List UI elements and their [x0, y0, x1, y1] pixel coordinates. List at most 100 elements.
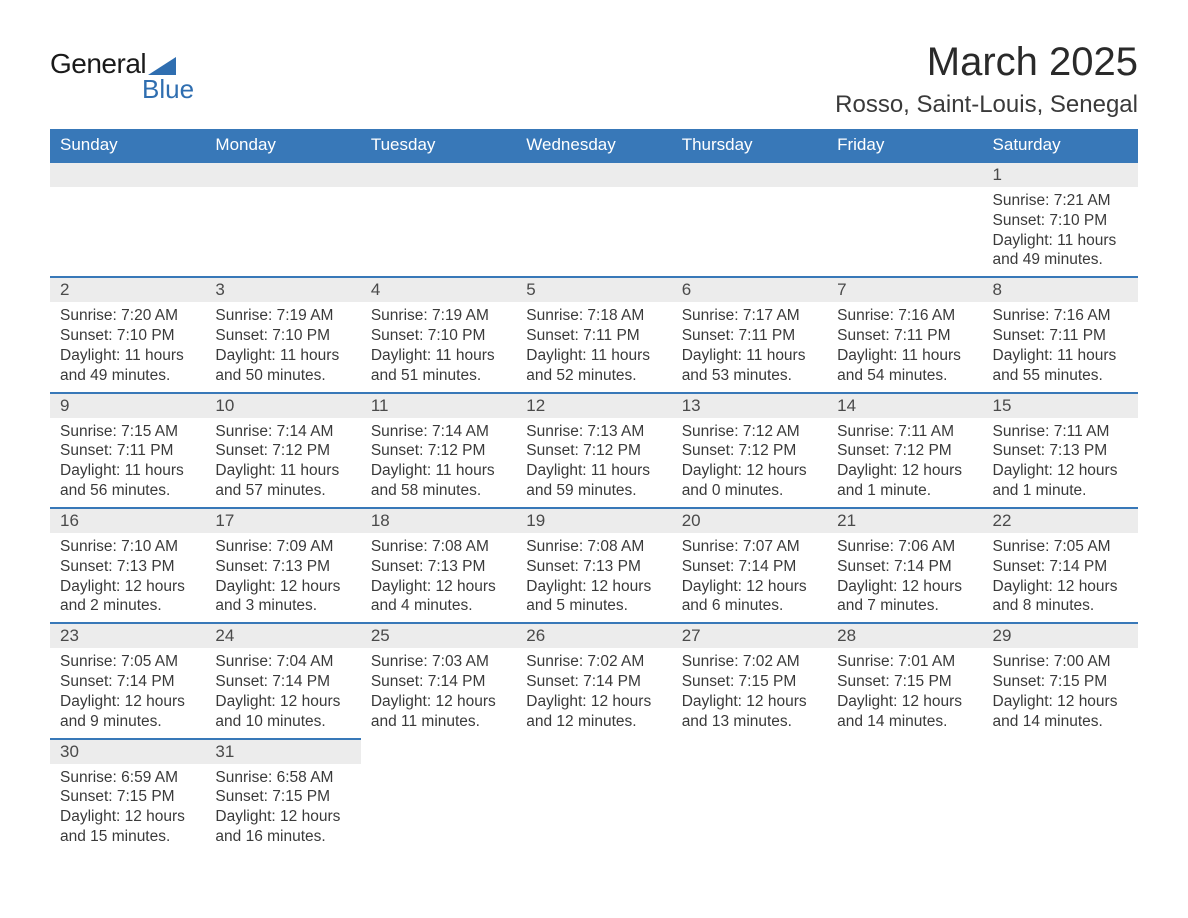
sunrise-line: Sunrise: 7:18 AM — [526, 306, 661, 326]
daylight-line: Daylight: 12 hours and 9 minutes. — [60, 692, 195, 732]
calendar-head-row: SundayMondayTuesdayWednesdayThursdayFrid… — [50, 129, 1138, 162]
day-number: 19 — [516, 509, 671, 533]
day-body — [827, 763, 982, 793]
daylight-line: Daylight: 12 hours and 6 minutes. — [682, 577, 817, 617]
calendar-cell: 23Sunrise: 7:05 AMSunset: 7:14 PMDayligh… — [50, 623, 205, 738]
daylight-line: Daylight: 12 hours and 1 minute. — [837, 461, 972, 501]
sunset-line: Sunset: 7:13 PM — [526, 557, 661, 577]
daylight-line: Daylight: 12 hours and 16 minutes. — [215, 807, 350, 847]
day-body — [361, 763, 516, 793]
sunrise-line: Sunrise: 7:05 AM — [993, 537, 1128, 557]
sunrise-line: Sunrise: 7:13 AM — [526, 422, 661, 442]
sunset-line: Sunset: 7:11 PM — [837, 326, 972, 346]
daylight-line: Daylight: 12 hours and 11 minutes. — [371, 692, 506, 732]
calendar-cell: 6Sunrise: 7:17 AMSunset: 7:11 PMDaylight… — [672, 277, 827, 392]
day-body: Sunrise: 7:14 AMSunset: 7:12 PMDaylight:… — [205, 418, 360, 507]
calendar-week: 9Sunrise: 7:15 AMSunset: 7:11 PMDaylight… — [50, 393, 1138, 508]
col-header: Saturday — [983, 129, 1138, 162]
calendar-cell: 3Sunrise: 7:19 AMSunset: 7:10 PMDaylight… — [205, 277, 360, 392]
daylight-line: Daylight: 12 hours and 2 minutes. — [60, 577, 195, 617]
calendar-cell: 25Sunrise: 7:03 AMSunset: 7:14 PMDayligh… — [361, 623, 516, 738]
day-body: Sunrise: 7:02 AMSunset: 7:14 PMDaylight:… — [516, 648, 671, 737]
day-body: Sunrise: 7:10 AMSunset: 7:13 PMDaylight:… — [50, 533, 205, 622]
calendar-cell — [50, 162, 205, 277]
day-body: Sunrise: 7:00 AMSunset: 7:15 PMDaylight:… — [983, 648, 1138, 737]
sunrise-line: Sunrise: 7:07 AM — [682, 537, 817, 557]
day-body: Sunrise: 7:02 AMSunset: 7:15 PMDaylight:… — [672, 648, 827, 737]
day-body: Sunrise: 7:11 AMSunset: 7:12 PMDaylight:… — [827, 418, 982, 507]
day-body: Sunrise: 7:05 AMSunset: 7:14 PMDaylight:… — [50, 648, 205, 737]
calendar-head: SundayMondayTuesdayWednesdayThursdayFrid… — [50, 129, 1138, 162]
day-body: Sunrise: 7:19 AMSunset: 7:10 PMDaylight:… — [361, 302, 516, 391]
sunset-line: Sunset: 7:10 PM — [993, 211, 1128, 231]
brand-word2: Blue — [142, 74, 194, 105]
sunset-line: Sunset: 7:14 PM — [215, 672, 350, 692]
day-body — [983, 763, 1138, 793]
calendar-cell: 22Sunrise: 7:05 AMSunset: 7:14 PMDayligh… — [983, 508, 1138, 623]
sunset-line: Sunset: 7:12 PM — [215, 441, 350, 461]
calendar-cell: 17Sunrise: 7:09 AMSunset: 7:13 PMDayligh… — [205, 508, 360, 623]
calendar-cell — [827, 739, 982, 853]
day-number: 26 — [516, 624, 671, 648]
day-body — [205, 187, 360, 217]
sunrise-line: Sunrise: 7:10 AM — [60, 537, 195, 557]
calendar-cell — [516, 162, 671, 277]
calendar-cell: 1Sunrise: 7:21 AMSunset: 7:10 PMDaylight… — [983, 162, 1138, 277]
calendar-cell: 16Sunrise: 7:10 AMSunset: 7:13 PMDayligh… — [50, 508, 205, 623]
day-number: 13 — [672, 394, 827, 418]
calendar-cell — [983, 739, 1138, 853]
sunrise-line: Sunrise: 7:15 AM — [60, 422, 195, 442]
calendar-cell: 21Sunrise: 7:06 AMSunset: 7:14 PMDayligh… — [827, 508, 982, 623]
day-number: 25 — [361, 624, 516, 648]
calendar-cell: 29Sunrise: 7:00 AMSunset: 7:15 PMDayligh… — [983, 623, 1138, 738]
sunset-line: Sunset: 7:15 PM — [60, 787, 195, 807]
daylight-line: Daylight: 11 hours and 58 minutes. — [371, 461, 506, 501]
sunset-line: Sunset: 7:10 PM — [60, 326, 195, 346]
calendar-cell — [672, 162, 827, 277]
day-body — [516, 187, 671, 217]
sunrise-line: Sunrise: 7:04 AM — [215, 652, 350, 672]
sunrise-line: Sunrise: 7:16 AM — [837, 306, 972, 326]
sunset-line: Sunset: 7:14 PM — [993, 557, 1128, 577]
day-body — [516, 763, 671, 793]
sunset-line: Sunset: 7:12 PM — [526, 441, 661, 461]
daylight-line: Daylight: 12 hours and 12 minutes. — [526, 692, 661, 732]
calendar-cell: 2Sunrise: 7:20 AMSunset: 7:10 PMDaylight… — [50, 277, 205, 392]
day-number — [361, 163, 516, 187]
sunrise-line: Sunrise: 7:00 AM — [993, 652, 1128, 672]
sunrise-line: Sunrise: 7:21 AM — [993, 191, 1128, 211]
brand-word1: General — [50, 48, 146, 80]
calendar-cell: 5Sunrise: 7:18 AMSunset: 7:11 PMDaylight… — [516, 277, 671, 392]
day-body: Sunrise: 7:13 AMSunset: 7:12 PMDaylight:… — [516, 418, 671, 507]
day-body: Sunrise: 7:17 AMSunset: 7:11 PMDaylight:… — [672, 302, 827, 391]
daylight-line: Daylight: 11 hours and 51 minutes. — [371, 346, 506, 386]
daylight-line: Daylight: 11 hours and 57 minutes. — [215, 461, 350, 501]
day-number: 31 — [205, 740, 360, 764]
day-body: Sunrise: 7:16 AMSunset: 7:11 PMDaylight:… — [827, 302, 982, 391]
day-number: 1 — [983, 163, 1138, 187]
day-body: Sunrise: 6:58 AMSunset: 7:15 PMDaylight:… — [205, 764, 360, 853]
day-body: Sunrise: 7:15 AMSunset: 7:11 PMDaylight:… — [50, 418, 205, 507]
sunset-line: Sunset: 7:11 PM — [682, 326, 817, 346]
day-number: 22 — [983, 509, 1138, 533]
calendar-week: 2Sunrise: 7:20 AMSunset: 7:10 PMDaylight… — [50, 277, 1138, 392]
daylight-line: Daylight: 12 hours and 15 minutes. — [60, 807, 195, 847]
calendar-cell: 18Sunrise: 7:08 AMSunset: 7:13 PMDayligh… — [361, 508, 516, 623]
sunrise-line: Sunrise: 7:12 AM — [682, 422, 817, 442]
sunset-line: Sunset: 7:13 PM — [371, 557, 506, 577]
brand-logo: General Blue — [50, 40, 194, 105]
sunrise-line: Sunrise: 7:02 AM — [682, 652, 817, 672]
sunrise-line: Sunrise: 7:11 AM — [837, 422, 972, 442]
sunset-line: Sunset: 7:11 PM — [526, 326, 661, 346]
calendar-cell: 10Sunrise: 7:14 AMSunset: 7:12 PMDayligh… — [205, 393, 360, 508]
header-row: General Blue March 2025 Rosso, Saint-Lou… — [50, 40, 1138, 119]
calendar-cell: 12Sunrise: 7:13 AMSunset: 7:12 PMDayligh… — [516, 393, 671, 508]
daylight-line: Daylight: 12 hours and 0 minutes. — [682, 461, 817, 501]
calendar-cell — [361, 162, 516, 277]
day-number: 21 — [827, 509, 982, 533]
calendar-week: 1Sunrise: 7:21 AMSunset: 7:10 PMDaylight… — [50, 162, 1138, 277]
calendar-cell: 31Sunrise: 6:58 AMSunset: 7:15 PMDayligh… — [205, 739, 360, 853]
sunset-line: Sunset: 7:15 PM — [682, 672, 817, 692]
sunset-line: Sunset: 7:14 PM — [682, 557, 817, 577]
day-body — [672, 187, 827, 217]
